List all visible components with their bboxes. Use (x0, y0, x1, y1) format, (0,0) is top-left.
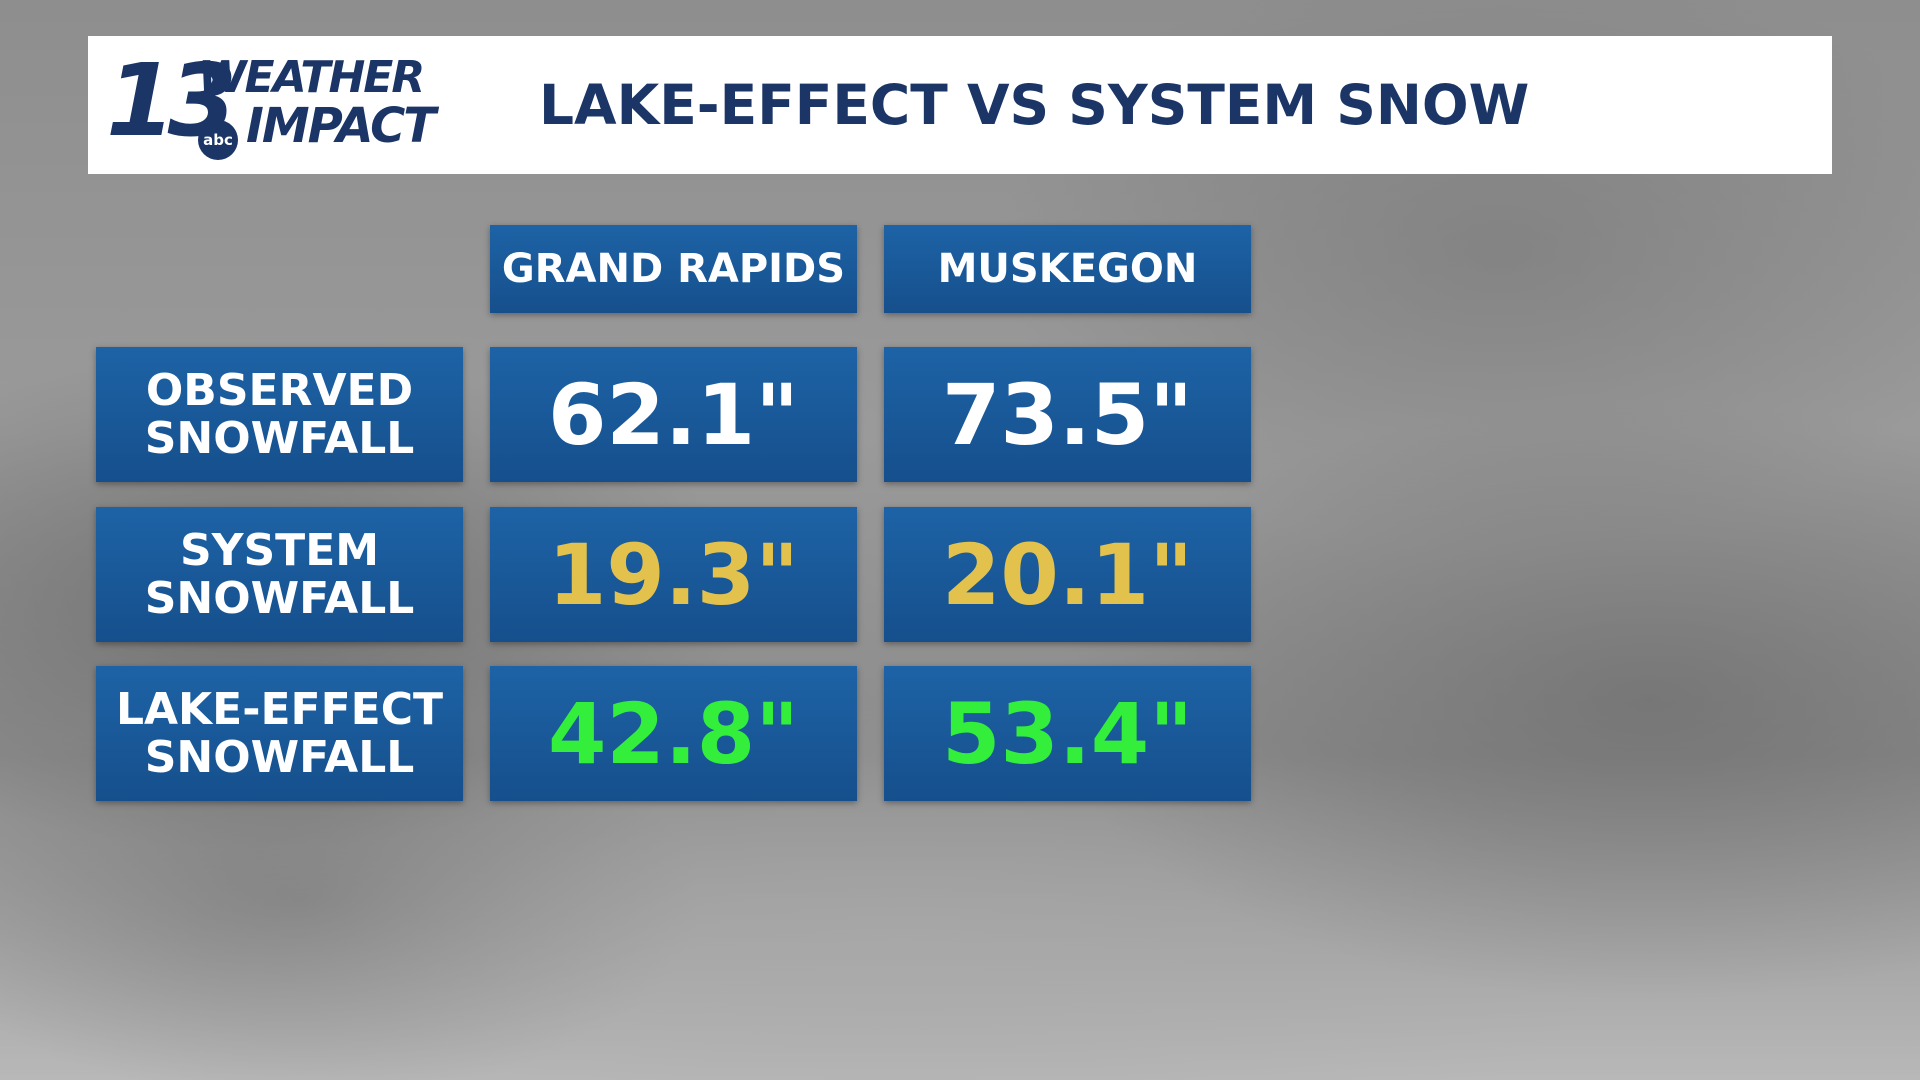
column-header: MUSKEGON (884, 225, 1251, 313)
row-label: SYSTEM SNOWFALL (96, 507, 463, 642)
header-bar: 13 WEATHER IMPACT abc LAKE-EFFECT VS SYS… (88, 36, 1832, 174)
snowfall-value: 42.8" (490, 666, 857, 801)
snowfall-value: 53.4" (884, 666, 1251, 801)
row-label-line: LAKE-EFFECT (115, 683, 444, 735)
logo-line1: WEATHER (198, 52, 425, 103)
row-label: LAKE-EFFECT SNOWFALL (96, 666, 463, 801)
row-label-line: SNOWFALL (144, 572, 415, 624)
logo-network: abc (198, 120, 238, 160)
title: LAKE-EFFECT VS SYSTEM SNOW (539, 73, 1530, 137)
row-label-line: SNOWFALL (144, 731, 415, 783)
logo-line2: IMPACT (246, 98, 436, 154)
snowfall-value: 19.3" (490, 507, 857, 642)
row-label-line: SNOWFALL (144, 412, 415, 464)
logo: 13 WEATHER IMPACT abc (106, 42, 486, 163)
row-label-line: SYSTEM (179, 524, 380, 576)
row-label-line: OBSERVED (145, 364, 414, 416)
snowfall-value: 20.1" (884, 507, 1251, 642)
row-label: OBSERVED SNOWFALL (96, 347, 463, 482)
column-header: GRAND RAPIDS (490, 225, 857, 313)
snowfall-value: 73.5" (884, 347, 1251, 482)
snowfall-value: 62.1" (490, 347, 857, 482)
